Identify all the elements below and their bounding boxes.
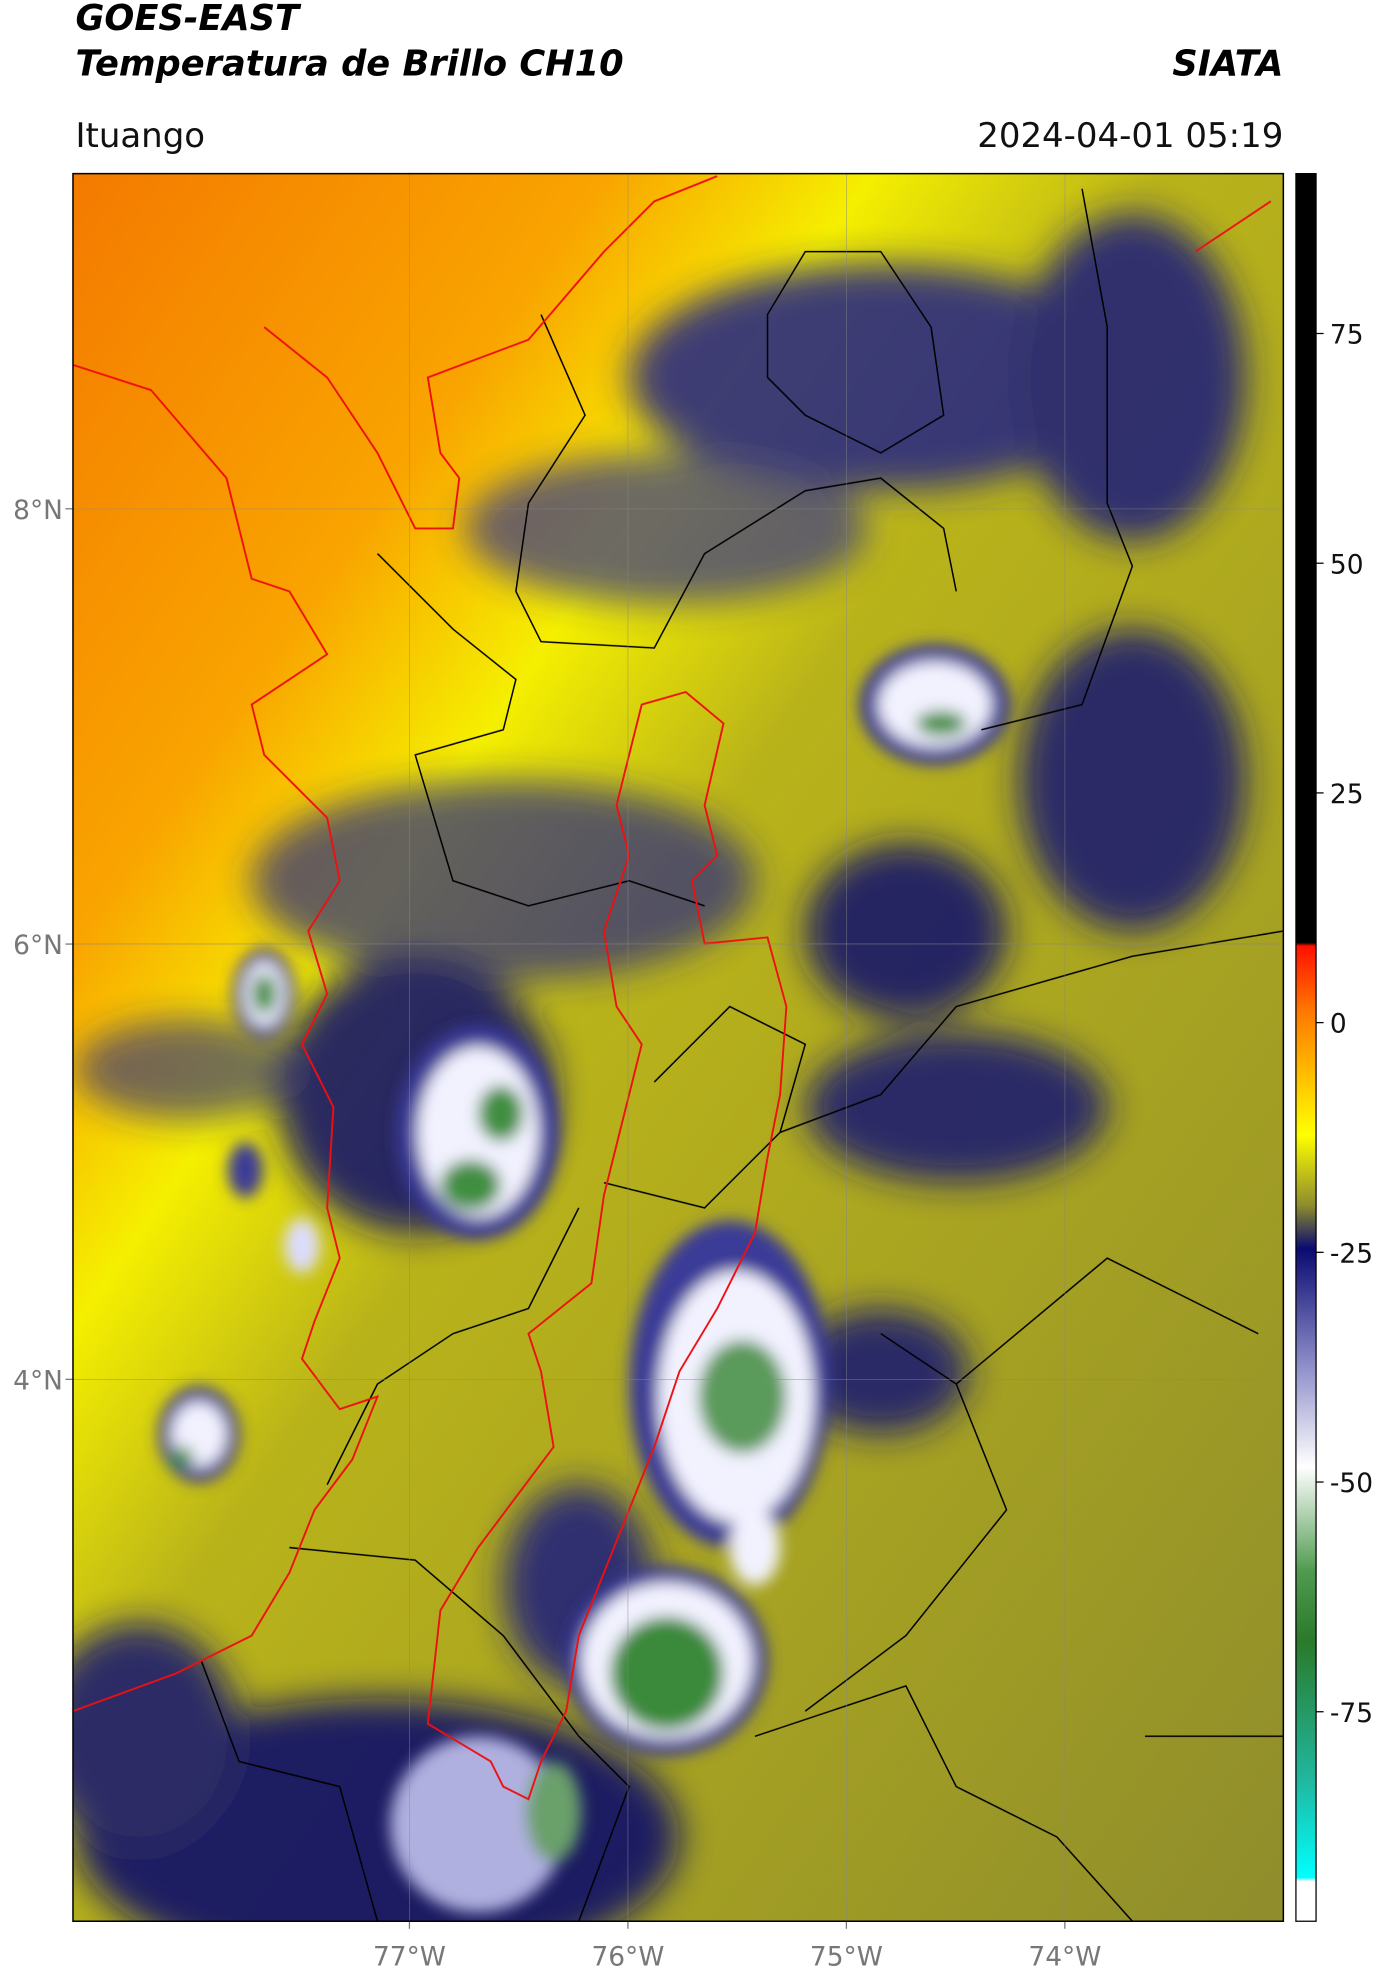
country-borders <box>72 175 1272 1801</box>
colorbar <box>1295 172 1317 1922</box>
y-tick-label: 8°N <box>13 495 63 526</box>
x-tick-label: 77°W <box>373 1941 446 1972</box>
colorbar-tick-label: 50 <box>1330 549 1364 580</box>
colorbar-tick-label: 25 <box>1330 779 1364 810</box>
y-tick-label: 6°N <box>13 930 63 961</box>
location: Ituango <box>75 116 205 156</box>
colorbar-ticks: 75 50 25 0 -25 -50 -75 <box>1316 320 1373 1729</box>
title-line2: Temperatura de Brillo CH10 <box>75 43 623 84</box>
colorbar-tick-label: 0 <box>1330 1009 1347 1040</box>
colorbar-tick-label: 75 <box>1330 320 1364 351</box>
admin-borders <box>200 188 1284 1922</box>
title-line1: GOES-EAST <box>75 0 302 39</box>
datetime: 2024-04-01 05:19 <box>977 116 1283 156</box>
x-tick-label: 76°W <box>591 1941 664 1972</box>
colorbar-tick-label: -75 <box>1330 1698 1373 1729</box>
y-tick-label: 4°N <box>13 1365 63 1396</box>
colorbar-tick-label: -50 <box>1330 1468 1373 1499</box>
map-frame <box>72 172 1285 1922</box>
brand: SIATA <box>1172 43 1283 84</box>
colorbar-tick-label: -25 <box>1330 1238 1373 1269</box>
x-tick-label: 75°W <box>810 1941 883 1972</box>
x-tick-label: 74°W <box>1028 1941 1101 1972</box>
graticule: 77°W 76°W 75°W 74°W 8°N 6°N 4°N <box>13 173 1284 1972</box>
satellite-image <box>72 173 1284 1922</box>
